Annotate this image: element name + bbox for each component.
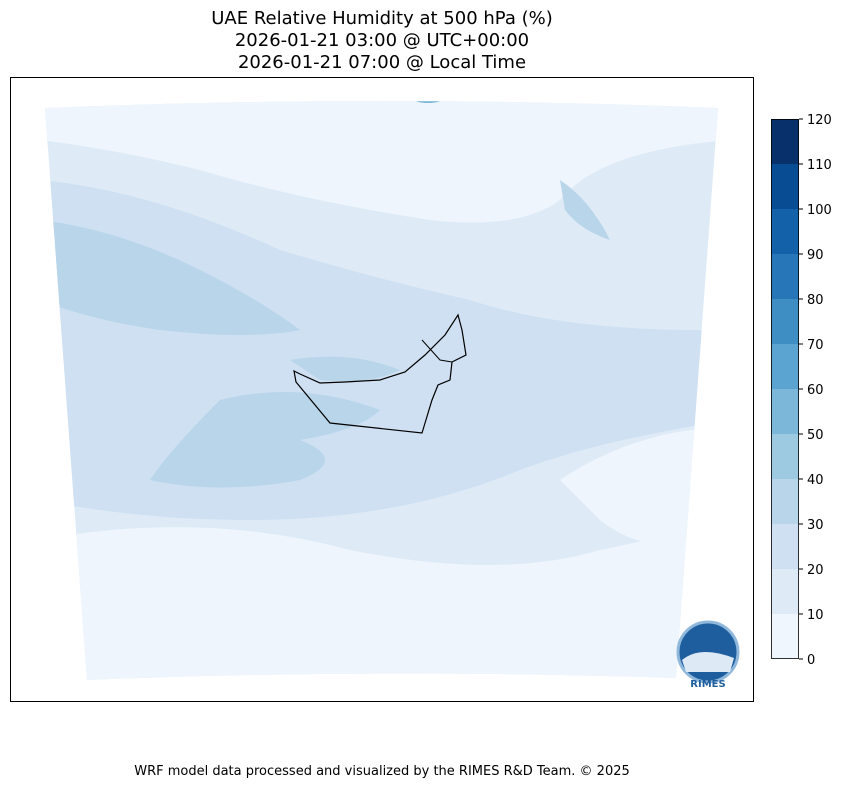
colorbar-bin xyxy=(771,614,799,659)
colorbar-frame xyxy=(771,119,799,659)
colorbar-tick-label: 100 xyxy=(807,203,832,218)
colorbar-bin xyxy=(771,344,799,389)
colorbar-tick-label: 120 xyxy=(807,113,832,128)
field-low xyxy=(45,520,718,680)
colorbar-tick-label: 30 xyxy=(807,518,824,533)
colorbar-tick-label: 0 xyxy=(807,653,815,668)
field-low xyxy=(560,430,718,547)
colorbar-bin xyxy=(771,254,799,299)
colorbar-tick-label: 60 xyxy=(807,383,824,398)
title-line: 2026-01-21 03:00 @ UTC+00:00 xyxy=(235,30,529,51)
colorbar-bin xyxy=(771,209,799,254)
colorbar-tick-label: 10 xyxy=(807,608,824,623)
colorbar-bin xyxy=(771,299,799,344)
colorbar-bin xyxy=(771,569,799,614)
colorbar-tick-label: 20 xyxy=(807,563,824,578)
colorbar-tick-label: 90 xyxy=(807,248,824,263)
colorbar-bin xyxy=(771,479,799,524)
title-line: UAE Relative Humidity at 500 hPa (%) xyxy=(211,8,552,29)
colorbar-tick-label: 40 xyxy=(807,473,824,488)
title-line: 2026-01-21 07:00 @ Local Time xyxy=(238,52,526,73)
colorbar-bin xyxy=(771,389,799,434)
field-moist xyxy=(45,220,300,335)
colorbar-bin xyxy=(771,524,799,569)
humidity-field xyxy=(45,101,718,680)
field-moist xyxy=(560,180,610,240)
uae-border xyxy=(293,313,467,434)
logo: RIMES xyxy=(676,620,740,690)
colorbar-tick-label: 50 xyxy=(807,428,824,443)
colorbar-bin xyxy=(771,119,799,164)
field-moist xyxy=(290,356,400,382)
field-low xyxy=(45,101,718,223)
footer: WRF model data processed and visualized … xyxy=(134,764,630,779)
emirate-border xyxy=(421,339,453,363)
logo-badge xyxy=(676,620,740,684)
colorbar-bin xyxy=(771,164,799,209)
colorbar-tick-label: 80 xyxy=(807,293,824,308)
colorbar-tick-label: 110 xyxy=(807,158,832,173)
colorbar-tick-label: 70 xyxy=(807,338,824,353)
colorbar: 0 10 20 30 40 50 60 70 80 90 100 110 120 xyxy=(771,113,832,668)
logo-wave xyxy=(682,651,734,672)
field-moist xyxy=(150,392,380,488)
logo-text: RIMES xyxy=(690,679,725,690)
colorbar-bin xyxy=(771,434,799,479)
